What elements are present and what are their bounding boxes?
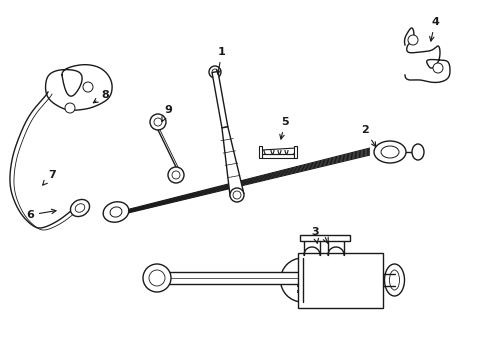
Circle shape: [168, 167, 184, 183]
Text: 7: 7: [43, 170, 56, 185]
Circle shape: [230, 188, 244, 202]
Polygon shape: [212, 72, 228, 128]
Circle shape: [150, 114, 166, 130]
Text: 6: 6: [26, 209, 56, 220]
Polygon shape: [294, 146, 297, 158]
Polygon shape: [259, 146, 262, 158]
Circle shape: [154, 118, 162, 126]
Text: 1: 1: [217, 47, 226, 74]
Ellipse shape: [385, 264, 405, 296]
Circle shape: [433, 63, 443, 73]
Polygon shape: [297, 252, 383, 307]
Circle shape: [233, 191, 241, 199]
Ellipse shape: [110, 207, 122, 217]
Polygon shape: [155, 272, 325, 284]
Ellipse shape: [75, 204, 85, 212]
Text: 4: 4: [430, 17, 439, 41]
Circle shape: [172, 171, 180, 179]
Text: 9: 9: [162, 105, 172, 121]
Ellipse shape: [143, 264, 171, 292]
Circle shape: [83, 82, 93, 92]
Circle shape: [65, 103, 75, 113]
Circle shape: [212, 69, 218, 75]
Ellipse shape: [149, 270, 165, 286]
Polygon shape: [300, 235, 350, 241]
Ellipse shape: [71, 199, 90, 217]
Ellipse shape: [103, 202, 129, 222]
Ellipse shape: [390, 270, 399, 290]
Circle shape: [408, 35, 418, 45]
Ellipse shape: [412, 144, 424, 160]
Text: 5: 5: [280, 117, 289, 139]
Text: 2: 2: [361, 125, 376, 147]
Polygon shape: [222, 127, 244, 196]
Ellipse shape: [381, 146, 399, 158]
Circle shape: [209, 66, 221, 78]
Polygon shape: [262, 154, 294, 158]
Text: 8: 8: [94, 90, 109, 103]
Ellipse shape: [374, 141, 406, 163]
Text: 3: 3: [311, 227, 319, 243]
